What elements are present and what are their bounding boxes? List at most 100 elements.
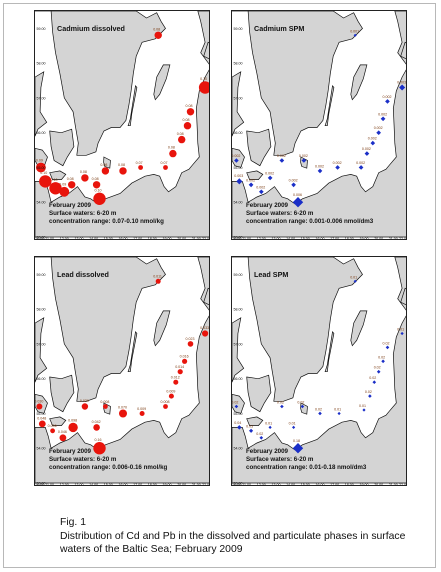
station-value-label: 0.002 — [277, 154, 286, 158]
station-value-label: 0.002 — [333, 161, 342, 165]
lon-tick-label: 13.00 — [75, 237, 84, 240]
station-value-label: 0.002 — [256, 185, 265, 189]
saaremaa-island — [203, 41, 209, 60]
lon-tick-label: 10.00 — [35, 237, 44, 240]
lon-tick-label: 13.00 — [272, 483, 281, 486]
lon-tick-label: 11.00 — [45, 483, 54, 486]
station-value-label: 0.07 — [161, 161, 168, 165]
lon-tick-label: 10.00 — [232, 237, 241, 240]
saaremaa-island — [203, 287, 209, 306]
station-marker — [155, 278, 161, 284]
station-value-label: 0.01 — [265, 422, 272, 426]
station-value-label: 0.002 — [232, 154, 240, 158]
lat-tick-label: 57.00 — [37, 342, 46, 346]
map-svg: Lead dissolved 0.011 0.033 0.023 0.016 0.014 0… — [35, 257, 210, 486]
lon-tick-label: 17.00 — [133, 483, 142, 486]
station-marker — [182, 358, 188, 364]
lat-tick-label: 59.00 — [37, 273, 46, 277]
lolland-island — [246, 416, 264, 426]
lat-tick-label: 57.00 — [234, 342, 243, 346]
southern-eastern-coast-land — [232, 257, 406, 484]
station-value-label: 0.006 — [293, 193, 302, 197]
lat-tick-label: 58.00 — [234, 308, 243, 312]
lon-tick-label: 15.00 — [301, 483, 310, 486]
lat-tick-label: 55.00 — [37, 412, 46, 416]
station-marker — [317, 168, 323, 174]
station-marker — [385, 345, 390, 350]
lon-tick-label: 14.00 — [286, 237, 295, 240]
station-marker — [68, 422, 78, 433]
station-marker — [198, 81, 209, 94]
station-marker — [358, 165, 364, 170]
station-value-label: 0.02 — [277, 401, 284, 405]
station-marker — [183, 122, 192, 130]
lon-tick-label: 19.00 — [163, 483, 172, 486]
info-range: concentration range: 0.01-0.18 nmol/dm3 — [246, 464, 367, 471]
station-marker — [93, 424, 100, 431]
lat-tick-label: 56.00 — [37, 131, 46, 135]
station-marker — [103, 404, 108, 409]
station-marker — [237, 425, 242, 430]
info-depth: Surface waters: 6-20 m — [246, 456, 314, 463]
funen-island — [232, 147, 245, 168]
lon-tick-label: 14.00 — [89, 483, 98, 486]
station-marker — [168, 393, 174, 399]
station-marker — [236, 178, 243, 185]
lolland-island — [49, 170, 67, 180]
map-svg: Cadmium dissolved 0.080.100.080.080.080.0… — [35, 11, 209, 240]
figure-frame — [3, 3, 436, 568]
station-marker — [267, 175, 273, 181]
map-svg: Lead SPM 0.01 0.01 0.02 0.02 0.02 0.02 0.02 0.01… — [232, 257, 407, 486]
map-panel-lead-spm: Lead SPM 0.01 0.01 0.02 0.02 0.02 0.02 0.02 0.01… — [231, 256, 407, 486]
station-value-label: 0.002 — [289, 178, 298, 182]
station-value-label: 0.02 — [232, 401, 238, 405]
lon-tick-label: 22.00 — [399, 483, 407, 486]
station-value-label: 0.046 — [58, 430, 67, 434]
station-value-label: 0.02 — [374, 366, 381, 370]
station-value-label: 0.002 — [246, 178, 255, 182]
station-value-label: 0.10 — [51, 178, 58, 182]
info-depth: Surface waters: 6-20 m — [246, 210, 314, 217]
station-marker — [372, 380, 377, 384]
info-date: February 2009 — [246, 202, 289, 209]
station-marker — [139, 411, 145, 416]
lolland-island — [246, 170, 264, 180]
station-value-label: 0.098 — [68, 419, 77, 423]
lon-tick-label: 21.00 — [389, 483, 398, 486]
station-marker — [385, 99, 390, 104]
lon-tick-label: 11.00 — [45, 237, 54, 240]
lon-tick-label: 12.00 — [60, 237, 69, 240]
lon-tick-label: 22.00 — [202, 483, 210, 486]
station-marker — [400, 331, 404, 336]
lon-tick-label: 12.00 — [257, 237, 266, 240]
info-depth: Surface waters: 6-20 m — [49, 456, 117, 463]
lon-tick-label: 20.00 — [374, 237, 383, 240]
station-value-label: 0.030 — [35, 399, 43, 403]
station-value-label: 0.02 — [315, 407, 322, 411]
lat-tick-label: 53.00 — [234, 481, 243, 485]
figure-label: Fig. 1 — [60, 517, 86, 528]
lon-tick-label: 17.00 — [330, 483, 339, 486]
station-value-label: 0.003 — [397, 80, 406, 84]
station-marker — [292, 443, 304, 454]
map-panel-lead-dissolved: Lead dissolved 0.011 0.033 0.023 0.016 0.014 0… — [34, 256, 210, 486]
station-value-label: 0.02 — [369, 376, 376, 380]
station-marker — [138, 165, 143, 170]
station-value-label: 0.02 — [365, 390, 372, 394]
southern-eastern-coast-land — [35, 257, 209, 484]
lat-tick-label: 54.00 — [37, 201, 46, 205]
station-marker — [119, 167, 127, 175]
station-marker — [234, 404, 239, 409]
station-value-label: 0.039 — [80, 399, 89, 403]
lat-tick-label: 59.00 — [37, 27, 46, 31]
station-value-label: 0.08 — [118, 163, 125, 167]
station-value-label: 0.08 — [177, 132, 184, 136]
lon-tick-label: 20.00 — [177, 237, 186, 240]
station-marker — [101, 167, 110, 175]
lon-tick-label: 16.00 — [316, 483, 325, 486]
station-value-label: 0.002 — [378, 112, 387, 116]
station-value-label: 0.02 — [297, 401, 304, 405]
station-value-label: 0.042 — [92, 420, 101, 424]
lat-tick-label: 57.00 — [37, 96, 46, 100]
station-marker — [154, 31, 162, 39]
